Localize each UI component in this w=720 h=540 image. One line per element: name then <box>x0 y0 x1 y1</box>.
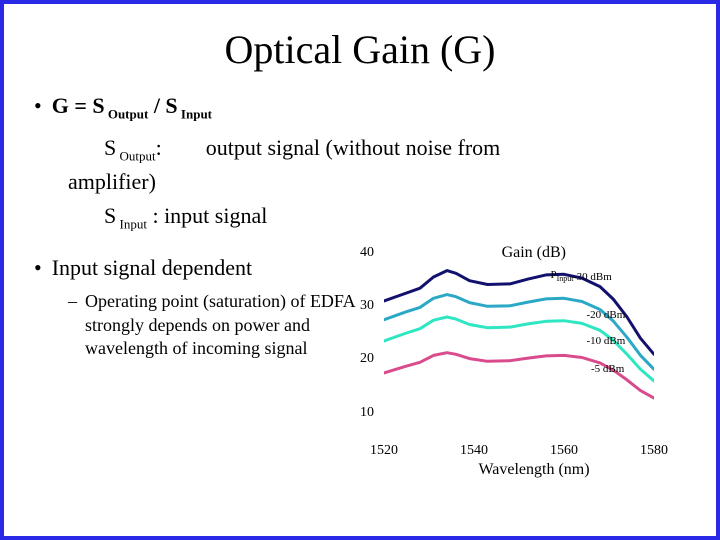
bullet-second: • Input signal dependent <box>34 253 374 283</box>
bullet-dot: • <box>34 91 42 123</box>
y-tick-label: 20 <box>360 351 374 367</box>
slide-content: • G = S Output / S Input S Output: outpu… <box>34 91 686 443</box>
dash-marker: – <box>68 290 77 360</box>
second-bullet-text: Input signal dependent <box>52 253 252 283</box>
series-label: -5 dBm <box>591 363 624 375</box>
def1-text: output signal (without noise from <box>206 135 501 160</box>
y-tick-label: 40 <box>360 245 374 261</box>
x-tick-label: 1540 <box>460 443 488 459</box>
x-tick-label: 1560 <box>550 443 578 459</box>
bullet-dot: • <box>34 253 42 283</box>
lower-row: • Input signal dependent – Operating poi… <box>34 253 686 443</box>
def-line-2: S Input : input signal <box>34 201 686 233</box>
formula-sub-in: Input <box>178 106 212 121</box>
p-input-label: PInput <box>551 269 574 283</box>
slide-title: Optical Gain (G) <box>34 26 686 73</box>
def1-symbol: S <box>104 135 116 160</box>
formula-sub-out: Output <box>105 106 149 121</box>
x-tick-label: 1520 <box>370 443 398 459</box>
x-tick-label: 1580 <box>640 443 668 459</box>
def2-symbol: S <box>104 203 116 228</box>
def1-colon: : <box>156 135 162 160</box>
def1-sub: Output <box>116 148 155 163</box>
lower-left: • Input signal dependent – Operating poi… <box>34 253 374 443</box>
chart-svg <box>384 253 654 413</box>
slide-frame: Optical Gain (G) • G = S Output / S Inpu… <box>0 0 720 540</box>
def-line-1b: amplifier) <box>34 167 686 197</box>
formula-prefix: G = S <box>52 93 105 118</box>
y-tick-label: 10 <box>360 405 374 421</box>
series-label: -20 dBm <box>587 309 626 321</box>
dash-text: Operating point (saturation) of EDFA str… <box>85 290 374 360</box>
def-line-1: S Output: output signal (without noise f… <box>104 133 686 165</box>
dash-row: – Operating point (saturation) of EDFA s… <box>34 290 374 360</box>
gain-chart: 10203040 1520154015601580 PInput-30 dBm-… <box>384 253 684 443</box>
def2-text: : input signal <box>147 203 267 228</box>
def2-sub: Input <box>116 216 147 231</box>
formula-text: G = S Output / S Input <box>52 91 212 123</box>
y-tick-label: 30 <box>360 298 374 314</box>
x-axis-label: Wavelength (nm) <box>478 461 589 479</box>
formula-slash: / S <box>148 93 177 118</box>
definition-block: S Output: output signal (without noise f… <box>34 133 686 165</box>
series-label: -10 dBm <box>587 335 626 347</box>
bullet-formula: • G = S Output / S Input <box>34 91 686 123</box>
series-label: -30 dBm <box>573 271 612 283</box>
